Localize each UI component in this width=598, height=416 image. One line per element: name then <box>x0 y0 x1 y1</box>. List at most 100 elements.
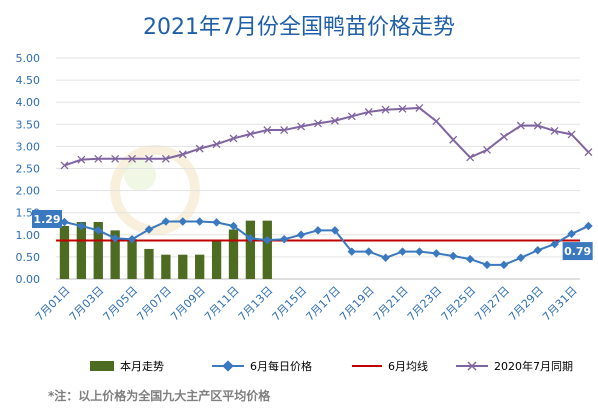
daily-price-point <box>60 217 69 227</box>
last-year-point <box>381 105 390 114</box>
bar <box>161 254 171 279</box>
last-year-point <box>60 161 69 170</box>
last-year-point <box>499 132 508 141</box>
last-year-point <box>364 107 373 116</box>
daily-price-point <box>279 234 289 244</box>
y-tick-label: 4.50 <box>16 74 41 87</box>
last-year-point <box>347 112 356 121</box>
legend-bar-swatch <box>90 361 114 371</box>
daily-price-point <box>533 246 542 255</box>
daily-price-point <box>94 226 103 235</box>
last-year-point <box>280 126 289 135</box>
last-year-point <box>398 104 407 113</box>
legend-bar-label: 本月走势 <box>120 359 164 373</box>
last-year-point <box>145 154 153 163</box>
x-tick-label: 7月01日 <box>33 284 73 324</box>
daily-price-point <box>516 253 526 263</box>
daily-price-point <box>381 253 390 263</box>
bar <box>59 225 70 279</box>
last-year-point <box>533 121 542 130</box>
daily-price-point <box>415 247 424 256</box>
x-tick-label: 7月15日 <box>270 284 310 324</box>
last-year-point <box>111 154 120 163</box>
callout-label: 1.29 <box>33 213 60 226</box>
daily-price-point <box>263 235 272 245</box>
bar <box>195 254 205 279</box>
callouts: 1.29 0.79 <box>32 209 593 261</box>
last-year-point <box>128 154 137 163</box>
callout-box <box>32 209 62 228</box>
x-tick-label: 7月25日 <box>439 284 479 324</box>
last-year-point <box>415 103 424 112</box>
bar <box>262 220 272 279</box>
daily-price-point <box>448 251 458 261</box>
daily-price-point <box>313 226 323 235</box>
daily-price-point <box>77 221 86 231</box>
daily-price-series <box>60 217 593 270</box>
daily-price-point <box>584 221 593 231</box>
daily-price-point <box>296 230 306 240</box>
daily-price-point <box>246 234 255 243</box>
last-year-point <box>161 154 170 163</box>
y-tick-label: 0.50 <box>16 251 41 264</box>
daily-price-point <box>178 217 188 226</box>
footnote: *注：以上价格为全国九大主产区平均价格 <box>48 388 271 403</box>
chart-title: 2021年7月份全国鸭苗价格走势 <box>143 15 455 40</box>
bar <box>110 230 120 279</box>
daily-price-point <box>195 217 204 226</box>
x-tick-label: 7月31日 <box>540 284 580 324</box>
last-year-point <box>229 134 238 143</box>
last-year-point <box>77 155 86 164</box>
last-year-point <box>263 126 272 135</box>
last-year-point <box>94 154 103 163</box>
daily-price-point <box>482 260 492 270</box>
watermark-dot <box>124 159 156 191</box>
x-tick-label: 7月11日 <box>202 284 242 324</box>
x-tick-label: 7月07日 <box>134 284 174 324</box>
bar <box>76 221 87 279</box>
legend-average-label: 6月均线 <box>388 359 428 373</box>
last-year-series <box>60 103 593 170</box>
callout-label: 0.79 <box>564 245 591 258</box>
last-year-point <box>584 148 593 157</box>
daily-price-point <box>144 225 154 234</box>
x-tick-label: 7月27日 <box>472 284 512 324</box>
y-tick-label: 3.00 <box>16 140 41 153</box>
legend-daily-label: 6月每日价格 <box>250 359 312 373</box>
bar <box>245 220 256 279</box>
bar <box>211 241 222 279</box>
callout-box <box>562 242 593 261</box>
y-tick-label: 4.00 <box>16 96 41 109</box>
last-year-point <box>246 130 255 138</box>
x-tick-label: 7月05日 <box>101 284 141 324</box>
daily-price-point <box>364 247 373 256</box>
legend-daily-marker <box>222 360 234 372</box>
watermark-ring <box>110 145 200 235</box>
x-tick-label: 7月09日 <box>168 284 208 324</box>
bar <box>178 254 188 279</box>
last-year-point <box>330 116 339 125</box>
last-year-point <box>297 122 306 131</box>
y-axis-ticks: 5.004.504.003.503.002.502.001.501.000.50… <box>16 52 41 286</box>
x-tick-label: 7月17日 <box>303 284 343 324</box>
x-tick-label: 7月13日 <box>236 284 276 324</box>
daily-price-point <box>465 254 475 264</box>
daily-price-point <box>330 226 340 235</box>
y-tick-label: 2.50 <box>16 163 41 176</box>
y-tick-label: 2.00 <box>16 185 41 198</box>
daily-price-point <box>499 260 509 270</box>
watermark-logo <box>110 145 200 235</box>
last-year-point <box>212 140 221 149</box>
daily-price-point <box>127 234 137 244</box>
last-year-point <box>466 153 475 162</box>
last-year-point <box>550 126 559 135</box>
x-axis-ticks: 7月01日7月03日7月05日7月07日7月09日7月11日7月13日7月15日… <box>33 284 580 324</box>
last-year-point <box>449 135 458 144</box>
gridlines <box>56 57 580 280</box>
y-tick-label: 5.00 <box>16 52 41 65</box>
bar <box>144 248 154 279</box>
daily-price-point <box>229 221 238 231</box>
bar <box>93 221 103 279</box>
bar-series <box>59 220 272 279</box>
